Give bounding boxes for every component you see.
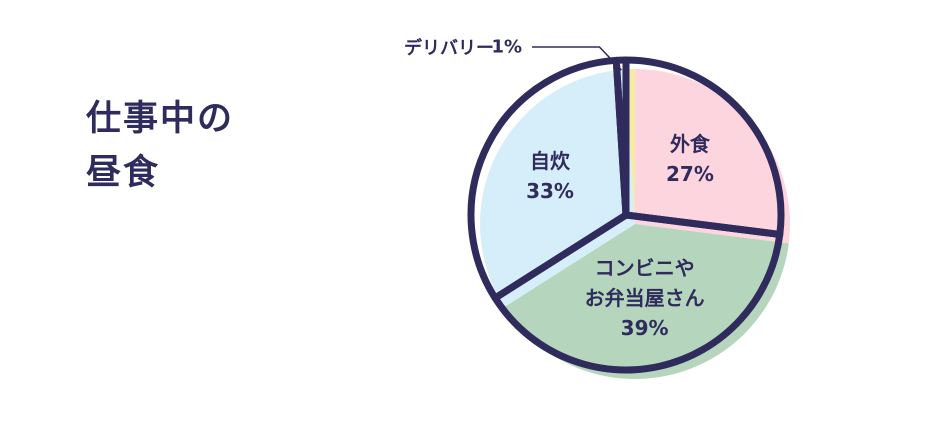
pie-slice (480, 69, 635, 308)
slice-label-group: 自炊 33% (526, 146, 574, 206)
value-label: 27% (666, 161, 714, 186)
value-label: 39% (620, 316, 669, 341)
leader-line (532, 46, 622, 71)
slice-label-group: コンビニや お弁当屋さん 39% (585, 253, 705, 343)
slice-label: コンビニや お弁当屋さん (584, 256, 705, 311)
slice-outline (467, 56, 630, 302)
value-label: 1% (491, 36, 522, 58)
pie-slice (635, 69, 790, 244)
chart-title: 仕事中の 昼食 (86, 99, 235, 194)
slice-label: デリバリー (404, 38, 494, 59)
slice-label-group: 外食 27% (666, 129, 714, 189)
slice-outline (612, 56, 630, 219)
slice-outline (491, 211, 784, 374)
slice-label: 外食 (669, 131, 710, 156)
slice-outline (622, 56, 785, 238)
slice-label: 自炊 (530, 149, 571, 174)
value-label: 33% (526, 179, 574, 204)
